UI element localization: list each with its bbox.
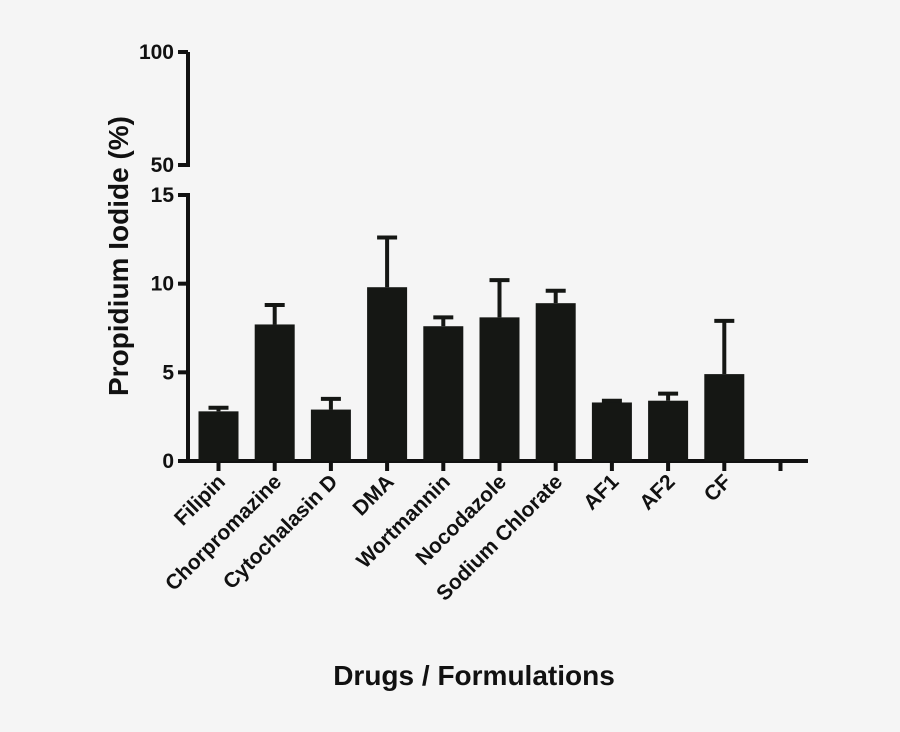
y-axis-title: Propidium Iodide (%) (103, 116, 134, 396)
y-tick-label: 15 (151, 184, 175, 207)
plot-area: 05101550100FilipinChorpromazineCytochala… (139, 41, 808, 605)
y-tick-label: 5 (162, 361, 174, 384)
x-tick-label: CF (700, 470, 736, 506)
y-tick-label: 100 (139, 41, 174, 64)
bar (648, 400, 689, 461)
y-tick-label: 10 (151, 273, 174, 296)
x-tick-label: AF2 (635, 470, 679, 514)
bar (367, 287, 408, 461)
x-axis-title: Drugs / Formulations (333, 660, 615, 691)
bar (704, 374, 745, 461)
bar (591, 402, 632, 461)
y-tick-label: 50 (151, 154, 174, 177)
x-tick-label: AF1 (579, 470, 624, 515)
bar (198, 411, 239, 461)
bar (479, 317, 520, 461)
y-tick-label: 0 (162, 450, 174, 473)
x-tick-label: DMA (349, 470, 399, 520)
bar (310, 409, 351, 461)
bar (423, 326, 464, 461)
bar (254, 324, 295, 461)
bar (535, 303, 576, 461)
